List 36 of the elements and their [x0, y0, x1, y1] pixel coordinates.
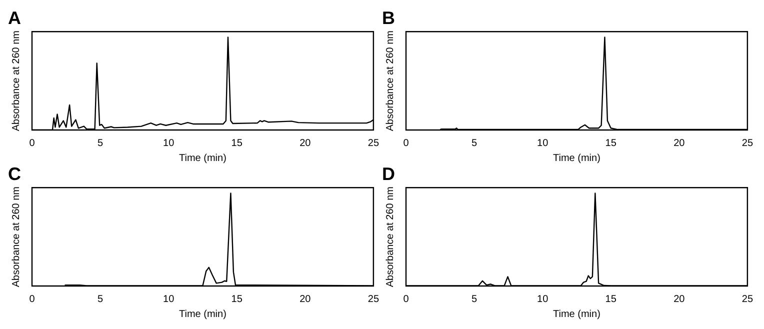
x-tick-label: 25: [368, 138, 380, 149]
x-axis-title: Time (min): [179, 152, 226, 164]
x-tick-label: 5: [98, 138, 104, 149]
x-tick-label: 10: [163, 294, 175, 305]
x-tick-label: 20: [300, 294, 312, 305]
x-tick-label: 15: [605, 138, 617, 149]
x-tick-label: 5: [472, 294, 478, 305]
x-tick-label: 25: [368, 294, 380, 305]
x-tick-label: 0: [29, 294, 36, 305]
x-tick-label: 0: [403, 294, 410, 305]
y-axis-title: Absorbance at 260 nm: [10, 30, 22, 132]
x-axis-title: Time (min): [553, 308, 600, 320]
chart-title: D: [382, 164, 395, 184]
x-tick-label: 15: [231, 138, 243, 149]
x-tick-label: 10: [163, 138, 175, 149]
y-axis-title: Absorbance at 260 nm: [10, 186, 22, 288]
x-tick-label: 0: [29, 138, 36, 149]
x-tick-label: 20: [674, 138, 686, 149]
x-tick-label: 15: [605, 294, 617, 305]
chart-title: B: [382, 8, 395, 28]
x-tick-label: 25: [742, 294, 754, 305]
x-tick-label: 25: [742, 138, 754, 149]
x-tick-label: 5: [472, 138, 478, 149]
x-axis-title: Time (min): [553, 152, 600, 164]
x-tick-label: 20: [300, 138, 312, 149]
chart-title: C: [8, 164, 21, 184]
x-tick-label: 20: [674, 294, 686, 305]
y-axis-title: Absorbance at 260 nm: [384, 186, 396, 288]
x-tick-label: 0: [403, 138, 410, 149]
x-tick-label: 10: [537, 294, 549, 305]
x-tick-label: 15: [231, 294, 243, 305]
x-axis-title: Time (min): [179, 308, 226, 320]
x-tick-label: 5: [98, 294, 104, 305]
x-tick-label: 10: [537, 138, 549, 149]
y-axis-title: Absorbance at 260 nm: [384, 30, 396, 132]
chart-title: A: [8, 8, 21, 28]
